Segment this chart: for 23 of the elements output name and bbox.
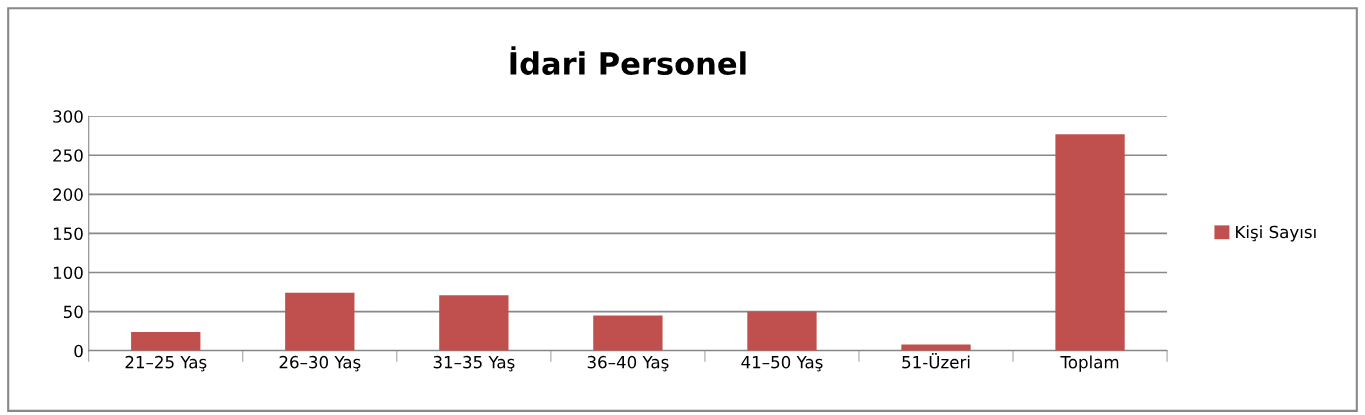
x-tick-label: 51-Üzeri — [902, 353, 970, 369]
x-tick-label: 26–30 Yaş — [279, 355, 361, 372]
bar — [593, 315, 663, 351]
y-tick-label: 50 — [63, 305, 83, 319]
bar — [439, 295, 509, 351]
y-tick-label: 300 — [53, 110, 83, 123]
x-tick-label: Toplam — [1060, 355, 1119, 372]
y-tick-label: 100 — [53, 266, 83, 280]
y-tick-label: 150 — [53, 227, 83, 241]
legend-label: Kişi Sayısı — [1236, 225, 1316, 242]
bar — [1055, 134, 1125, 351]
x-tick-label: 41–50 Yaş — [741, 355, 823, 372]
bar — [747, 311, 817, 351]
y-tick-label: 250 — [53, 149, 83, 162]
bar — [285, 292, 355, 351]
bar — [131, 331, 201, 351]
chart-title: İdari Personel — [510, 46, 746, 75]
x-tick-label: 31–35 Yaş — [433, 355, 515, 372]
x-tick-label: 36–40 Yaş — [587, 355, 669, 372]
x-tick-label: 21–25 Yaş — [125, 355, 207, 372]
y-tick-label: 200 — [53, 188, 83, 201]
y-tick-label: 0 — [74, 344, 83, 358]
bar — [901, 344, 971, 351]
